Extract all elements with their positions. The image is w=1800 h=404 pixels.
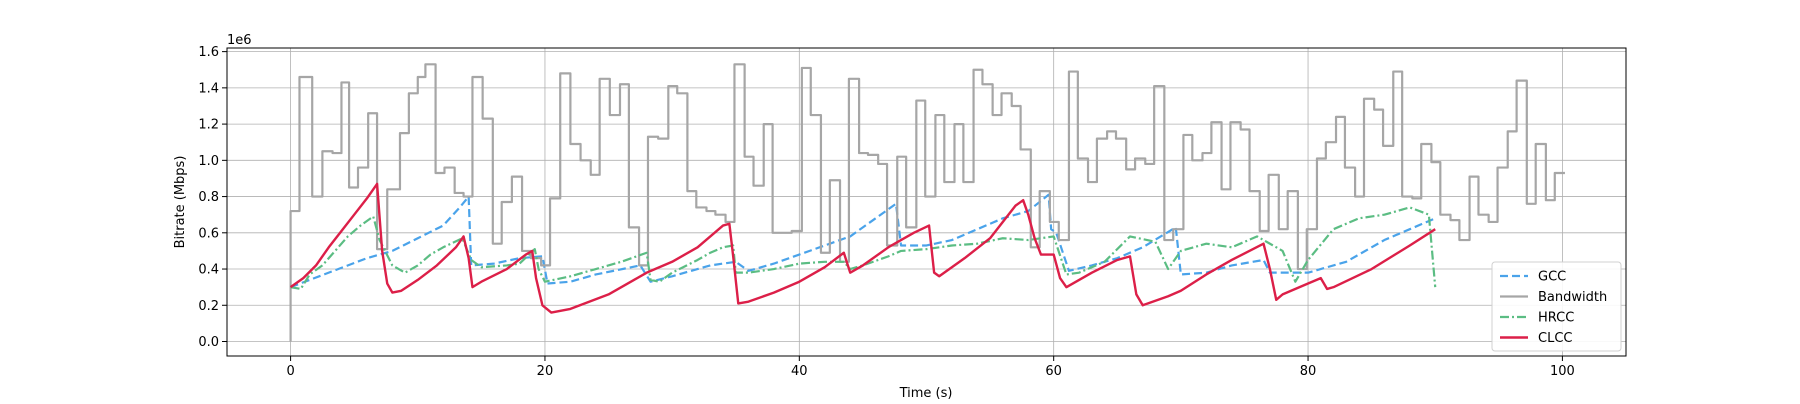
x-tick-label: 0 bbox=[286, 364, 294, 379]
plot-area bbox=[289, 63, 1565, 342]
y-tick-label: 1.4 bbox=[198, 81, 219, 96]
y-tick-label: 1.2 bbox=[198, 118, 219, 133]
y-offset-text: 1e6 bbox=[227, 33, 252, 48]
y-tick-label: 1.6 bbox=[198, 45, 219, 60]
axis-ticks: 0 20 40 60 80 100 0.0 0.2 0.4 0.6 0.8 1.0 1.2 1.4 1.6 bbox=[198, 45, 1575, 379]
y-axis-label: Bitrate (Mbps) bbox=[173, 156, 188, 249]
x-tick-label: 60 bbox=[1045, 364, 1062, 379]
y-tick-label: 0.8 bbox=[198, 190, 219, 205]
x-tick-label: 40 bbox=[791, 364, 808, 379]
legend-label: CLCC bbox=[1538, 331, 1572, 346]
legend-label: Bandwidth bbox=[1538, 290, 1607, 305]
x-tick-label: 80 bbox=[1300, 364, 1317, 379]
series-line-clcc bbox=[289, 182, 1436, 314]
legend-label: HRCC bbox=[1538, 311, 1574, 326]
y-tick-label: 0.4 bbox=[198, 263, 219, 278]
y-tick-label: 0.2 bbox=[198, 299, 219, 314]
y-tick-label: 0.0 bbox=[198, 335, 219, 350]
series-line-bandwidth bbox=[289, 63, 1565, 342]
legend-box bbox=[1491, 261, 1622, 352]
axes-frame bbox=[226, 47, 1627, 357]
y-tick-label: 1.0 bbox=[198, 154, 219, 169]
series-line-hrcc bbox=[290, 206, 1437, 291]
x-tick-label: 20 bbox=[537, 364, 554, 379]
x-tick-label: 100 bbox=[1550, 364, 1575, 379]
legend-label: GCC bbox=[1538, 270, 1566, 285]
legend: GCC Bandwidth HRCC CLCC bbox=[1491, 261, 1622, 352]
x-axis-label: Time (s) bbox=[899, 386, 953, 400]
y-tick-label: 0.6 bbox=[198, 226, 219, 241]
